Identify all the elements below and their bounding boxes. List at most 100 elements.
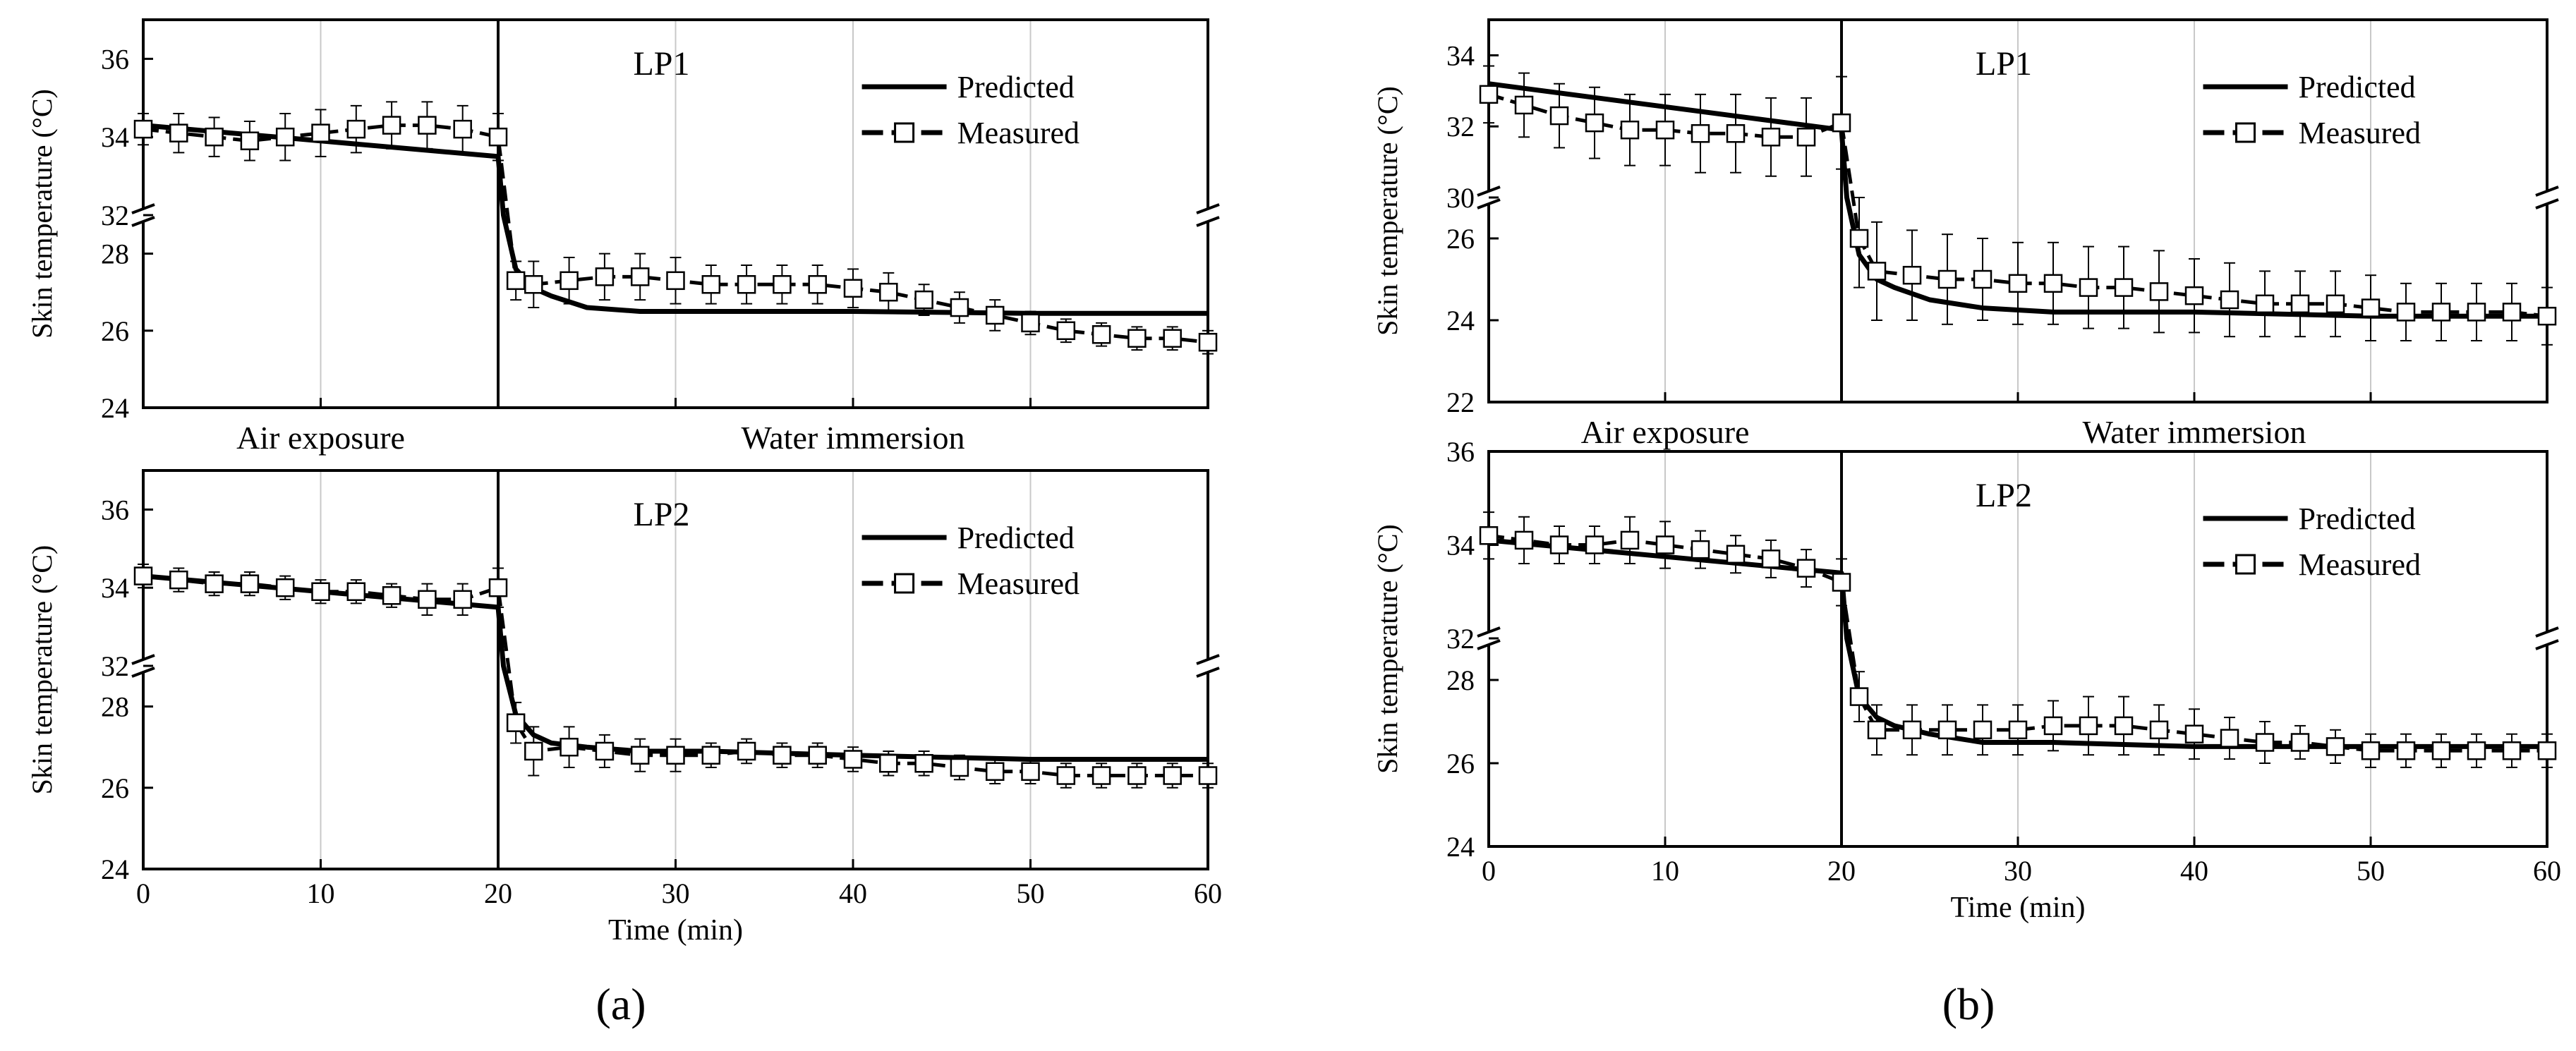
measured-point [2537, 741, 2557, 760]
axis-break-mark [131, 667, 155, 678]
legend-measured-marker [894, 573, 915, 594]
legend-measured-label: Measured [2299, 116, 2421, 150]
legend-measured-label: Measured [957, 116, 1080, 150]
axis-break-mark [2535, 198, 2559, 209]
measured-point [2255, 733, 2275, 752]
measured-point [560, 271, 579, 291]
legend-measured-label: Measured [2299, 547, 2421, 582]
measured-point [1937, 269, 1957, 289]
measured-point [2290, 294, 2310, 314]
phase-label-air: Air exposure [1581, 414, 1750, 450]
y-tick-label: 32 [1446, 111, 1475, 142]
y-axis-label: Skin temperature (°C) [26, 545, 58, 795]
measured-point [2502, 303, 2522, 322]
measured-point [453, 119, 472, 139]
measured-point [2008, 720, 2028, 740]
measured-point [950, 758, 969, 777]
axis-break-mark [1477, 186, 1501, 197]
measured-point [1691, 124, 1710, 143]
y-tick-label: 28 [101, 691, 129, 723]
measured-point [2467, 303, 2486, 322]
x-axis-label: Time (min) [1951, 892, 2086, 924]
phase-label-water: Water immersion [742, 420, 965, 456]
y-tick-label: 34 [101, 572, 129, 604]
y-tick-label: 26 [1446, 223, 1475, 255]
axis-break-mark [1196, 203, 1220, 214]
y-tick-label: 24 [1446, 831, 1475, 863]
measured-point [1021, 313, 1040, 333]
y-tick-label: 24 [1446, 305, 1475, 336]
axis-break-mark [1477, 626, 1501, 638]
measured-point [524, 275, 543, 294]
measured-point [2290, 733, 2310, 752]
measured-point [1514, 530, 1534, 550]
axis-break-mark [1477, 198, 1501, 209]
measured-point [1849, 687, 1869, 706]
measured-point [950, 298, 969, 317]
measured-point [1549, 106, 1569, 126]
y-tick-label: 34 [1446, 530, 1475, 561]
measured-point [2184, 286, 2204, 305]
measured-point [346, 582, 366, 601]
y-tick-label: 26 [1446, 748, 1475, 779]
measured-point [488, 578, 508, 597]
measured-point [2149, 282, 2169, 301]
y-axis-label: Skin temperature (°C) [1372, 524, 1403, 774]
y-axis-label: Skin temperature (°C) [1372, 86, 1403, 336]
measured-point [418, 116, 437, 135]
measured-point [1867, 262, 1887, 281]
x-tick-label: 20 [484, 877, 512, 909]
measured-point [133, 119, 153, 139]
legend-predicted-label: Predicted [957, 70, 1075, 104]
y-tick-label: 34 [101, 121, 129, 153]
y-tick-label: 32 [101, 650, 129, 682]
measured-point [2220, 290, 2239, 310]
measured-point [2431, 303, 2451, 322]
measured-point [1796, 128, 1816, 147]
measured-point [311, 123, 330, 142]
measured-point [1585, 113, 1604, 133]
x-tick-label: 0 [1482, 855, 1496, 887]
measured-point [666, 271, 685, 291]
measured-point [169, 570, 188, 590]
measured-point [701, 746, 721, 765]
y-tick-label: 36 [101, 494, 129, 526]
measured-point [2537, 306, 2557, 326]
measured-point [2149, 720, 2169, 740]
chart-panel-b-LP1: 30 32 34 22 24 26 Skin temperature (°C) LP1 Air … [1372, 18, 2559, 450]
measured-point [737, 275, 756, 294]
axis-break-mark [1196, 667, 1220, 678]
axis-break-mark [1196, 654, 1220, 665]
measured-point [382, 586, 401, 605]
measured-point [453, 590, 472, 609]
measured-point [914, 753, 933, 773]
y-tick-label: 26 [101, 315, 129, 347]
measured-point [1655, 535, 1675, 554]
measured-point [1127, 329, 1147, 348]
measured-point [666, 746, 685, 765]
measured-point [773, 746, 792, 765]
legend-predicted-label: Predicted [957, 521, 1075, 555]
measured-point [1514, 95, 1534, 115]
measured-point [2467, 741, 2486, 760]
y-tick-label: 28 [1446, 664, 1475, 696]
measured-point [240, 131, 260, 150]
y-tick-label: 30 [1446, 182, 1475, 214]
measured-point [311, 582, 330, 601]
axis-break-mark [131, 203, 155, 214]
measured-point [382, 116, 401, 135]
measured-point [1127, 766, 1147, 785]
measured-point [1163, 766, 1182, 785]
measured-point [1021, 762, 1040, 782]
measured-point [1056, 321, 1076, 341]
panel-title: LP2 [633, 496, 689, 533]
measured-point [1479, 85, 1499, 104]
y-tick-label: 24 [101, 392, 129, 424]
x-tick-label: 50 [1017, 877, 1045, 909]
measured-point [595, 741, 615, 761]
legend-predicted-label: Predicted [2299, 70, 2416, 104]
measured-point [488, 127, 508, 147]
figure-label-b: (b) [1942, 979, 1995, 1029]
panel-title: LP1 [633, 45, 689, 83]
y-tick-label: 26 [101, 772, 129, 804]
